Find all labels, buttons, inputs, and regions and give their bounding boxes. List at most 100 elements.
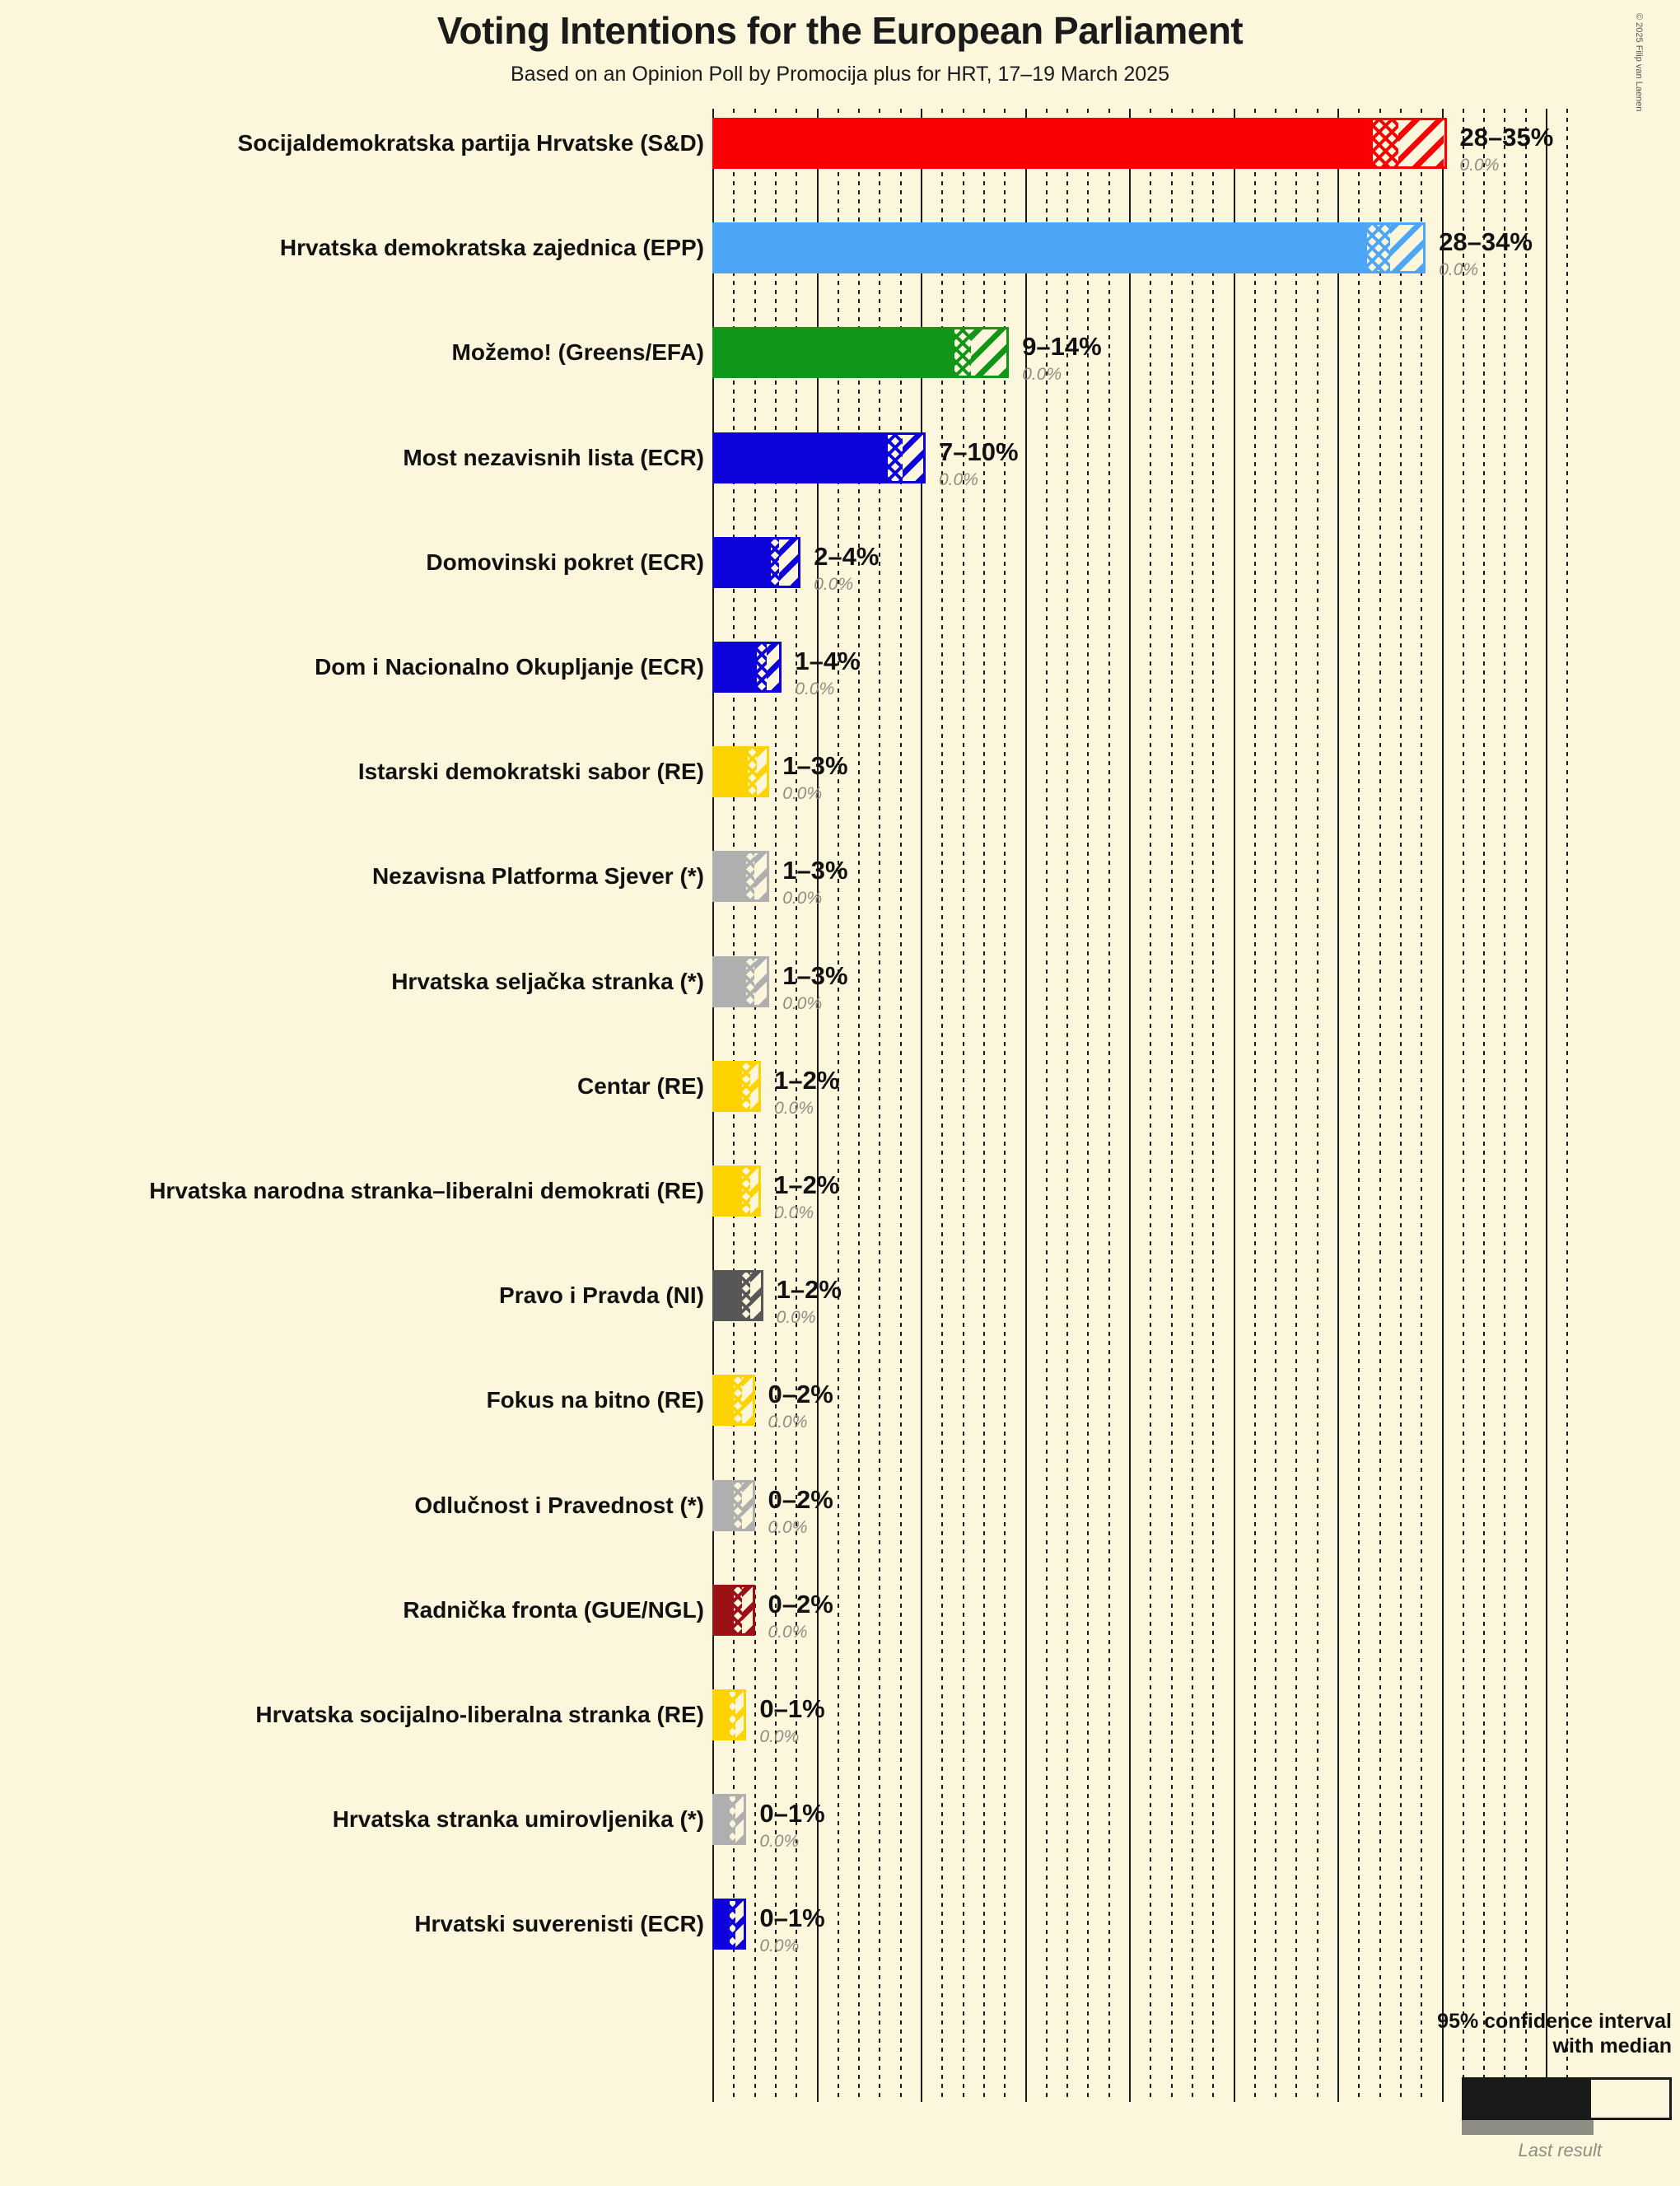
bar-crosshatch-segment — [1366, 225, 1390, 272]
bar-crosshatch-segment — [729, 1796, 736, 1843]
bar-diagonal-segment — [756, 749, 768, 796]
gridline-minor — [1566, 109, 1569, 2102]
bar-crosshatch-segment — [756, 644, 768, 690]
legend-last-result-swatch — [1462, 2120, 1594, 2135]
bar-diagonal-segment — [735, 1692, 744, 1738]
last-result-label: 0.0% — [759, 1832, 800, 1852]
gridline-minor — [1170, 109, 1173, 2102]
gridline-major — [1233, 109, 1235, 2102]
bar-solid-segment — [715, 329, 954, 376]
last-result-label: 0.0% — [759, 1936, 800, 1956]
bar-diagonal-segment — [735, 1901, 744, 1948]
bar-solid-segment — [715, 853, 746, 900]
last-result-label: 0.0% — [768, 1517, 808, 1537]
gridline-minor — [1379, 109, 1381, 2102]
confidence-interval-bar — [712, 1899, 747, 1950]
last-result-label: 0.0% — [1459, 156, 1500, 175]
bar-solid-segment — [715, 958, 746, 1005]
bar-row: Odlučnost i Pravednost (*) 0–2% 0.0% — [0, 1479, 1680, 1536]
gridline-minor — [1316, 109, 1318, 2102]
gridline-minor — [1191, 109, 1193, 2102]
bar-solid-segment — [715, 1901, 730, 1948]
bar-row: Hrvatska narodna stranka–liberalni demok… — [0, 1165, 1680, 1221]
bar-solid-segment — [715, 1482, 734, 1529]
gridline-minor — [1087, 109, 1090, 2102]
gridline-minor — [982, 109, 985, 2102]
bar-diagonal-segment — [1398, 120, 1444, 166]
party-label: Socijaldemokratska partija Hrvatske (S&D… — [237, 130, 704, 156]
last-result-label: 0.0% — [782, 889, 823, 908]
confidence-interval-bar — [712, 1165, 762, 1217]
confidence-interval-bar — [712, 536, 801, 588]
range-label: 0–2% — [768, 1380, 833, 1409]
bar-crosshatch-segment — [887, 434, 903, 481]
range-label: 2–4% — [814, 541, 880, 571]
range-label: 1–2% — [774, 1065, 840, 1095]
last-result-label: 0.0% — [776, 1308, 816, 1328]
confidence-interval-bar — [712, 1060, 762, 1112]
bar-row: Hrvatski suverenisti (ECR) 0–1% 0.0% — [0, 1899, 1680, 1955]
bar-row: Hrvatska stranka umirovljenika (*) 0–1% 0.… — [0, 1794, 1680, 1850]
bar-diagonal-segment — [779, 539, 799, 586]
gridline-major — [1024, 109, 1027, 2102]
last-result-label: 0.0% — [782, 993, 823, 1013]
last-result-label: 0.0% — [939, 469, 978, 489]
legend: 95% confidence interval with median Last… — [1392, 2010, 1672, 2160]
party-label: Odlučnost i Pravednost (*) — [414, 1492, 704, 1518]
bar-row: Fokus na bitno (RE) 0–2% 0.0% — [0, 1375, 1680, 1431]
confidence-interval-bar — [712, 1270, 763, 1322]
party-label: Istarski demokratski sabor (RE) — [357, 759, 704, 785]
bar-crosshatch-segment — [1373, 120, 1398, 166]
bar-solid-segment — [715, 1796, 730, 1843]
bar-diagonal-segment — [749, 1168, 759, 1214]
bar-crosshatch-segment — [745, 958, 755, 1005]
bar-crosshatch-segment — [748, 749, 757, 796]
range-label: 28–34% — [1439, 227, 1533, 257]
legend-line-2: with median — [1552, 2034, 1672, 2058]
gridline-major — [921, 109, 922, 2102]
bar-diagonal-segment — [902, 434, 923, 481]
bar-diagonal-segment — [749, 1063, 759, 1109]
confidence-interval-bar — [712, 222, 1426, 274]
bar-row: Nezavisna Platforma Sjever (*) 1–3% 0.0% — [0, 851, 1680, 907]
gridline-minor — [1004, 109, 1006, 2102]
legend-last-result-label: Last result — [1518, 2140, 1603, 2160]
range-label: 1–4% — [795, 647, 861, 675]
bar-crosshatch-segment — [729, 1692, 736, 1738]
bar-solid-segment — [715, 1586, 734, 1633]
bar-diagonal-segment — [741, 1377, 753, 1424]
last-result-label: 0.0% — [768, 1413, 808, 1432]
bar-diagonal-segment — [971, 329, 1007, 376]
bar-solid-segment — [715, 644, 757, 690]
confidence-interval-bar — [712, 642, 782, 693]
range-label: 7–10% — [939, 437, 1019, 466]
bar-diagonal-segment — [741, 1586, 753, 1633]
party-label: Most nezavisnih lista (ECR) — [403, 444, 704, 470]
party-label: Hrvatski suverenisti (ECR) — [414, 1911, 704, 1937]
bar-crosshatch-segment — [741, 1168, 750, 1214]
gridline-major — [1337, 109, 1339, 2102]
party-label: Hrvatska narodna stranka–liberalni demok… — [149, 1178, 704, 1203]
party-label: Fokus na bitno (RE) — [486, 1387, 704, 1413]
gridline-minor — [1150, 109, 1152, 2102]
bar-crosshatch-segment — [733, 1586, 742, 1633]
gridline-minor — [1358, 109, 1360, 2102]
last-result-label: 0.0% — [1022, 365, 1062, 385]
gridline-minor — [1462, 109, 1464, 2102]
bar-crosshatch-segment — [741, 1273, 750, 1320]
range-label: 1–3% — [782, 751, 848, 781]
party-label: Pravo i Pravda (NI) — [499, 1282, 704, 1309]
bar-row: Hrvatska demokratska zajednica (EPP) 28–3… — [0, 222, 1680, 278]
bar-solid-segment — [715, 1692, 730, 1738]
plot-area — [712, 109, 1569, 2102]
last-result-label: 0.0% — [768, 1622, 808, 1642]
confidence-interval-bar — [712, 1479, 755, 1531]
gridline-minor — [941, 109, 944, 2102]
confidence-interval-bar — [712, 432, 926, 483]
gridline-minor — [774, 109, 777, 2102]
last-result-label: 0.0% — [814, 574, 854, 594]
bar-diagonal-segment — [767, 644, 780, 690]
bar-diagonal-segment — [749, 1273, 761, 1320]
bar-row: Istarski demokratski sabor (RE) 1–3% 0.0% — [0, 746, 1680, 802]
gridline-minor — [858, 109, 861, 2102]
